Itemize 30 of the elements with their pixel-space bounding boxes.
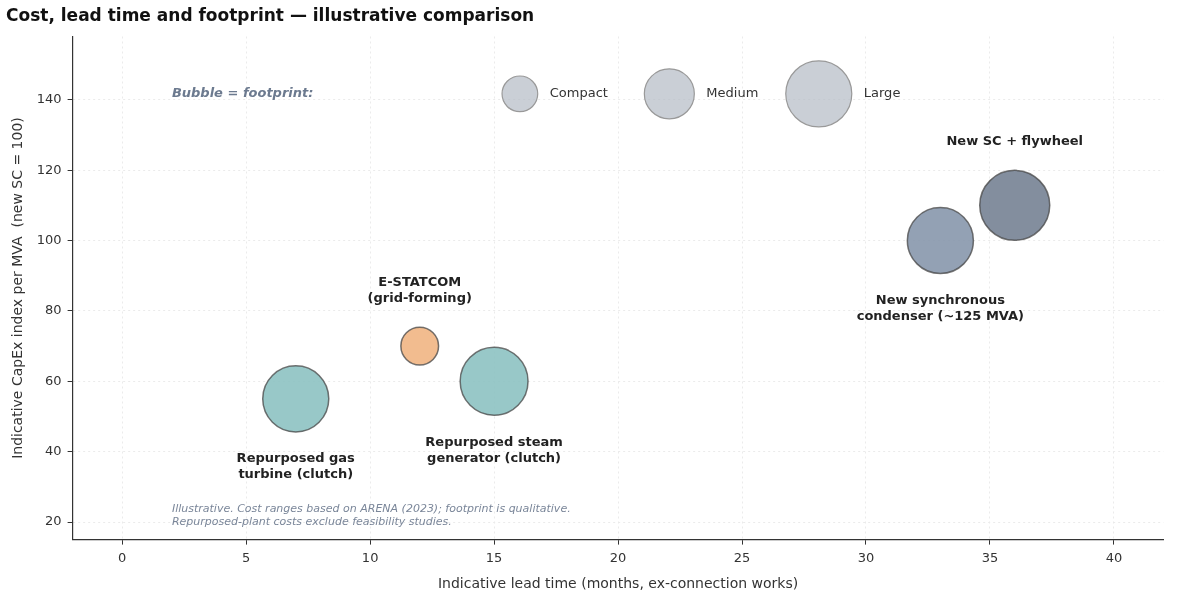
text: New synchronous condenser (~125 MVA) — [856, 291, 1025, 323]
y-tick-label: 20 — [45, 513, 62, 529]
text: Repurposed gas turbine (clutch) — [236, 450, 356, 482]
y-tick-label: 80 — [45, 302, 62, 318]
y-tick-label: 60 — [45, 372, 62, 388]
y-tick-label: 40 — [45, 443, 62, 459]
y-axis-title: Indicative CapEx index per MVA (new SC = 100) — [9, 117, 26, 459]
text: E-STATCOM (grid-forming) — [367, 273, 472, 305]
x-tick-label: 15 — [485, 549, 503, 565]
legend-label: Compact — [549, 85, 608, 101]
x-tick-label: 20 — [609, 549, 627, 565]
x-tick-label: 35 — [981, 549, 999, 565]
x-tick-label: 40 — [1105, 549, 1123, 565]
x-tick-label: 10 — [361, 549, 379, 565]
y-tick-label: 140 — [36, 91, 62, 107]
x-tick-label: 0 — [118, 549, 127, 565]
annotation: Repurposed-plant costs exclude feasibility studies. — [171, 515, 452, 529]
legend-title: Bubble = footprint: — [171, 85, 314, 101]
y-tick-label: 120 — [36, 161, 62, 177]
x-axis-title: Indicative lead time (months, ex-connection works) — [437, 575, 799, 592]
y-tick-label: 100 — [36, 231, 62, 247]
chart-title: Cost, lead time and footprint — illustrative comparison — [6, 4, 535, 25]
x-tick-label: 30 — [857, 549, 875, 565]
x-tick-label: 5 — [242, 549, 251, 565]
legend-label: Large — [863, 85, 901, 101]
text: Repurposed steam generator (clutch) — [425, 433, 563, 465]
annotation: Illustrative. Cost ranges based on ARENA (2023); footprint is qualitative. — [171, 502, 571, 516]
text: New SC + flywheel — [946, 132, 1084, 148]
x-tick-label: 25 — [733, 549, 751, 565]
legend-label: Medium — [706, 85, 759, 101]
